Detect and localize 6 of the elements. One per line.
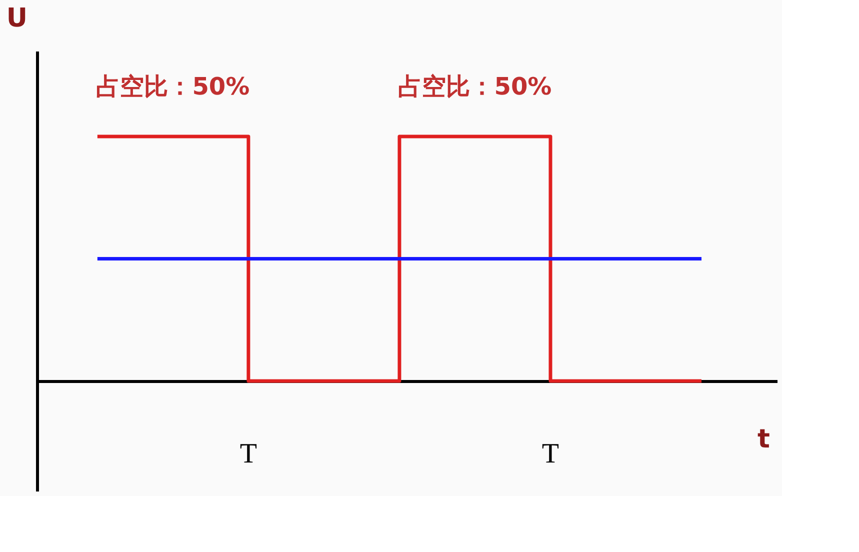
- text: T: [542, 438, 560, 470]
- x-axis-title: t: [758, 424, 770, 454]
- text: 占空比：50%: [398, 72, 552, 101]
- text: 占空比：50%: [96, 72, 250, 101]
- y-axis-title: U: [6, 4, 28, 34]
- text: T: [240, 438, 257, 470]
